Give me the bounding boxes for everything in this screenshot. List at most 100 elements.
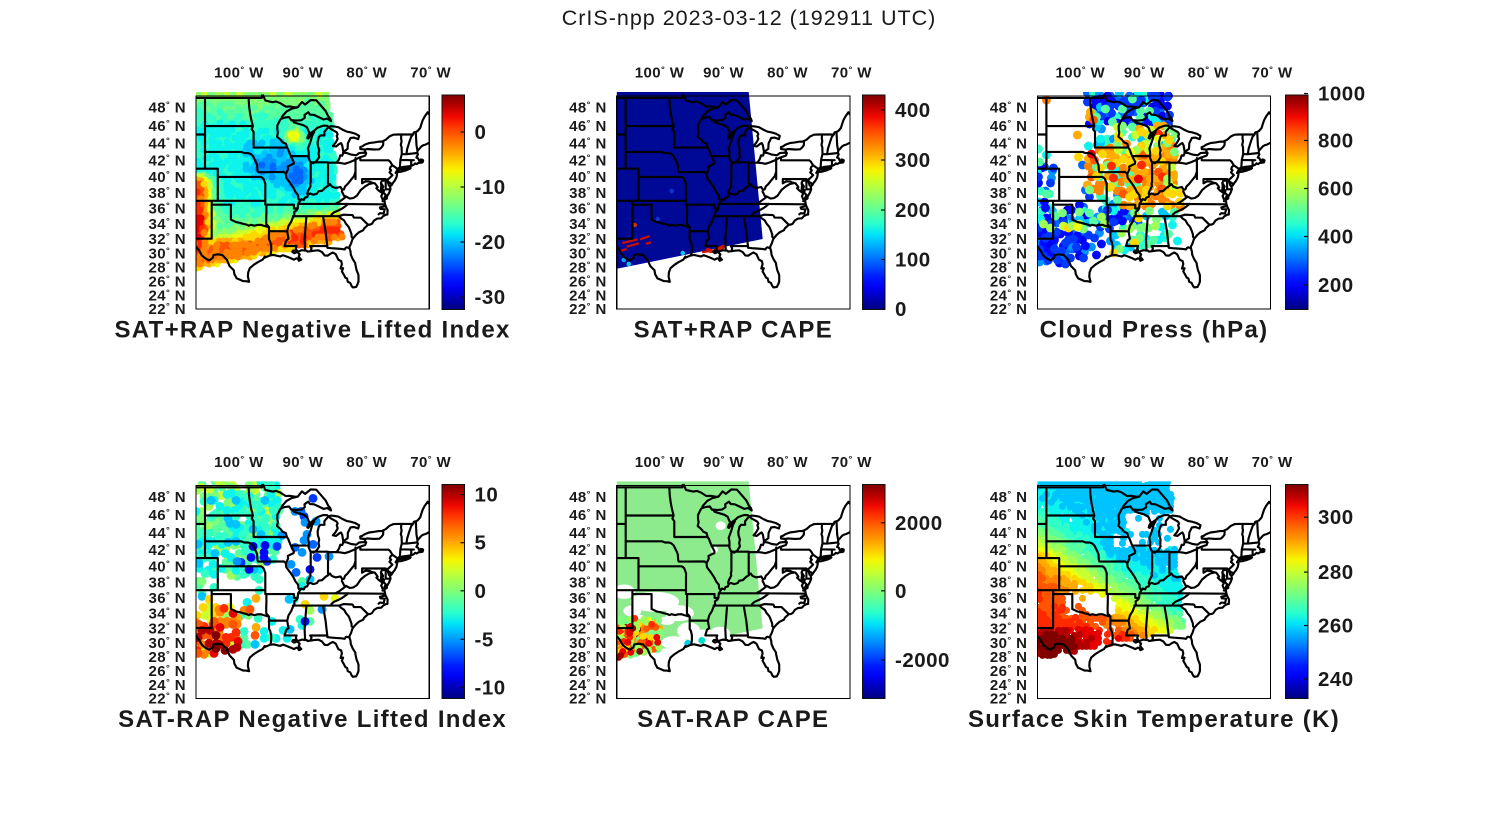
svg-text:30° N: 30° N: [569, 635, 607, 652]
svg-text:44° N: 44° N: [569, 525, 607, 542]
svg-text:26° N: 26° N: [569, 274, 607, 291]
svg-text:28° N: 28° N: [990, 649, 1028, 666]
svg-text:28° N: 28° N: [990, 260, 1028, 277]
svg-text:CrIS-npp 2023-03-12 (192911 UT: CrIS-npp 2023-03-12 (192911 UTC): [562, 6, 937, 30]
svg-text:44° N: 44° N: [990, 136, 1028, 153]
svg-text:300: 300: [895, 149, 931, 172]
svg-text:80° W: 80° W: [346, 65, 387, 82]
svg-text:70° W: 70° W: [831, 454, 872, 471]
svg-text:44° N: 44° N: [569, 136, 607, 153]
svg-text:42° N: 42° N: [569, 153, 607, 170]
svg-text:SAT-RAP CAPE: SAT-RAP CAPE: [637, 706, 829, 733]
svg-text:42° N: 42° N: [569, 542, 607, 559]
svg-text:28° N: 28° N: [569, 649, 607, 666]
svg-text:600: 600: [1318, 178, 1354, 201]
svg-text:34° N: 34° N: [148, 605, 186, 622]
svg-text:0: 0: [895, 298, 907, 321]
svg-text:-30: -30: [475, 286, 506, 309]
svg-text:38° N: 38° N: [569, 185, 607, 202]
svg-text:10: 10: [475, 484, 499, 507]
svg-text:28° N: 28° N: [569, 260, 607, 277]
svg-text:38° N: 38° N: [148, 575, 186, 592]
svg-text:28° N: 28° N: [148, 260, 186, 277]
svg-text:44° N: 44° N: [990, 525, 1028, 542]
svg-text:1000: 1000: [1318, 83, 1366, 106]
svg-text:40° N: 40° N: [990, 169, 1028, 186]
svg-text:100° W: 100° W: [214, 454, 264, 471]
svg-text:34° N: 34° N: [990, 605, 1028, 622]
svg-text:26° N: 26° N: [990, 663, 1028, 680]
svg-text:38° N: 38° N: [148, 185, 186, 202]
svg-text:46° N: 46° N: [569, 507, 607, 524]
svg-text:48° N: 48° N: [990, 100, 1028, 117]
svg-text:70° W: 70° W: [410, 65, 451, 82]
svg-text:32° N: 32° N: [569, 620, 607, 637]
svg-text:260: 260: [1318, 615, 1354, 638]
svg-text:46° N: 46° N: [569, 118, 607, 135]
svg-text:90° W: 90° W: [703, 65, 744, 82]
svg-text:44° N: 44° N: [148, 136, 186, 153]
svg-text:36° N: 36° N: [569, 201, 607, 218]
svg-text:-10: -10: [475, 676, 506, 699]
svg-text:36° N: 36° N: [990, 590, 1028, 607]
svg-text:22° N: 22° N: [990, 690, 1028, 707]
svg-text:90° W: 90° W: [1124, 454, 1165, 471]
svg-text:32° N: 32° N: [990, 620, 1028, 637]
svg-text:34° N: 34° N: [990, 216, 1028, 233]
svg-text:100: 100: [895, 249, 931, 272]
svg-text:36° N: 36° N: [148, 201, 186, 218]
svg-text:-5: -5: [475, 628, 494, 651]
svg-text:80° W: 80° W: [346, 454, 387, 471]
svg-text:36° N: 36° N: [569, 590, 607, 607]
svg-text:Surface Skin Temperature (K): Surface Skin Temperature (K): [968, 706, 1340, 733]
svg-text:46° N: 46° N: [990, 507, 1028, 524]
svg-text:40° N: 40° N: [569, 559, 607, 576]
svg-text:26° N: 26° N: [990, 274, 1028, 291]
svg-text:24° N: 24° N: [569, 677, 607, 694]
svg-text:32° N: 32° N: [569, 231, 607, 248]
svg-text:38° N: 38° N: [990, 185, 1028, 202]
svg-text:70° W: 70° W: [1252, 454, 1293, 471]
svg-text:100° W: 100° W: [1056, 454, 1106, 471]
svg-text:80° W: 80° W: [1188, 454, 1229, 471]
svg-text:40° N: 40° N: [990, 559, 1028, 576]
svg-text:40° N: 40° N: [148, 559, 186, 576]
svg-text:80° W: 80° W: [767, 454, 808, 471]
svg-text:34° N: 34° N: [148, 216, 186, 233]
svg-text:100° W: 100° W: [1056, 65, 1106, 82]
svg-text:SAT+RAP Negative Lifted Index: SAT+RAP Negative Lifted Index: [114, 317, 510, 344]
svg-text:22° N: 22° N: [569, 301, 607, 318]
svg-text:26° N: 26° N: [148, 663, 186, 680]
svg-text:46° N: 46° N: [148, 507, 186, 524]
svg-text:30° N: 30° N: [148, 245, 186, 262]
svg-text:-20: -20: [475, 231, 506, 254]
svg-text:SAT+RAP CAPE: SAT+RAP CAPE: [634, 317, 833, 344]
svg-text:100° W: 100° W: [635, 454, 685, 471]
svg-text:0: 0: [475, 121, 487, 144]
svg-text:24° N: 24° N: [148, 288, 186, 305]
svg-text:400: 400: [895, 99, 931, 122]
svg-text:28° N: 28° N: [148, 649, 186, 666]
svg-text:36° N: 36° N: [148, 590, 186, 607]
svg-text:24° N: 24° N: [990, 677, 1028, 694]
svg-text:90° W: 90° W: [282, 454, 323, 471]
svg-text:32° N: 32° N: [148, 620, 186, 637]
svg-text:42° N: 42° N: [990, 542, 1028, 559]
svg-text:22° N: 22° N: [148, 301, 186, 318]
svg-text:70° W: 70° W: [831, 65, 872, 82]
svg-text:200: 200: [895, 199, 931, 222]
svg-text:70° W: 70° W: [1252, 65, 1293, 82]
svg-text:80° W: 80° W: [767, 65, 808, 82]
svg-text:30° N: 30° N: [990, 245, 1028, 262]
svg-text:90° W: 90° W: [1124, 65, 1165, 82]
svg-text:48° N: 48° N: [148, 100, 186, 117]
svg-text:48° N: 48° N: [569, 489, 607, 506]
svg-text:100° W: 100° W: [635, 65, 685, 82]
svg-text:44° N: 44° N: [148, 525, 186, 542]
svg-text:24° N: 24° N: [990, 288, 1028, 305]
svg-text:38° N: 38° N: [990, 575, 1028, 592]
svg-text:42° N: 42° N: [148, 542, 186, 559]
svg-text:40° N: 40° N: [148, 169, 186, 186]
svg-text:-2000: -2000: [895, 649, 950, 672]
svg-text:30° N: 30° N: [569, 245, 607, 262]
